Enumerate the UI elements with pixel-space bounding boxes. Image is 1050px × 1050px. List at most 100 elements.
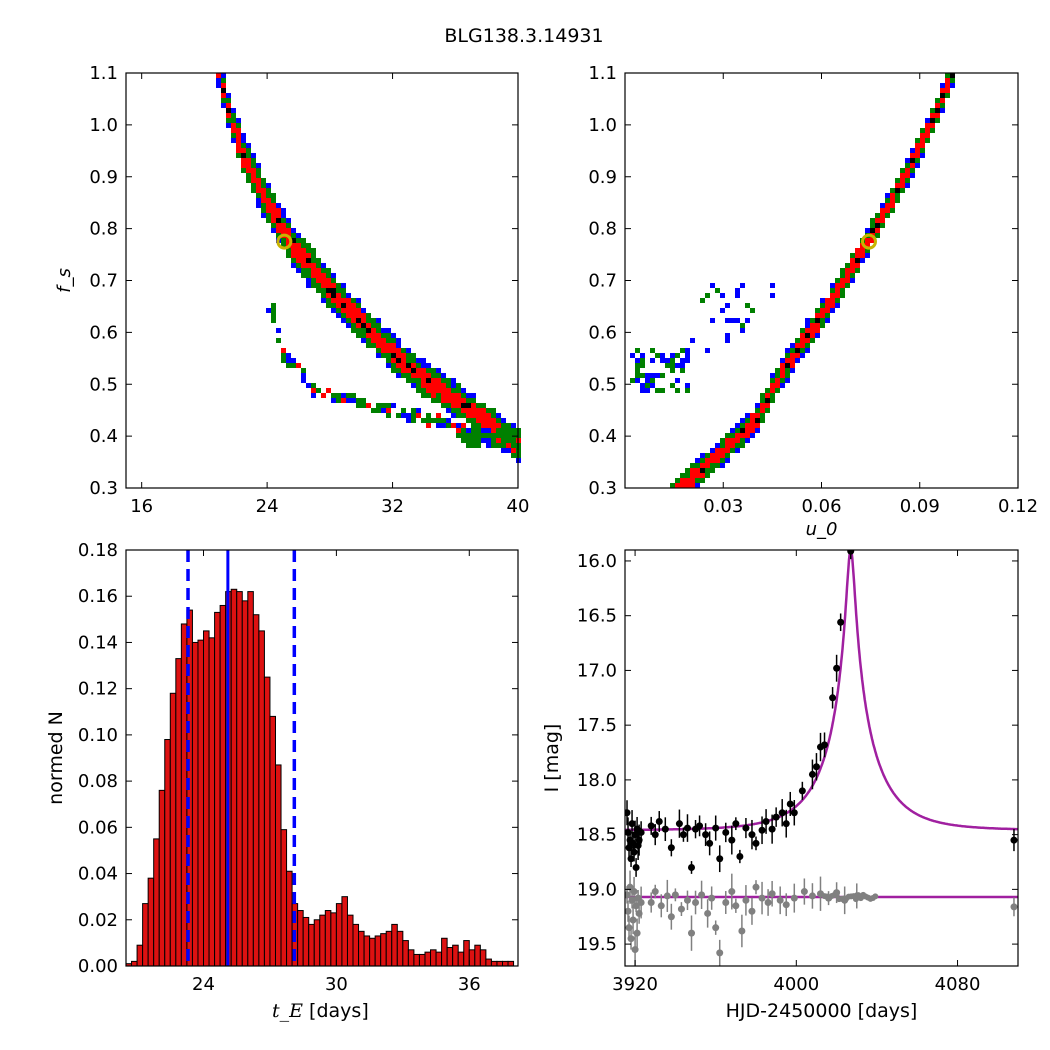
heatmap-cell xyxy=(401,348,406,353)
heatmap-cell xyxy=(815,328,820,333)
heatmap-cell xyxy=(276,203,281,208)
heatmap-cell xyxy=(860,253,865,258)
heatmap-cell xyxy=(226,118,231,123)
heatmap-cell xyxy=(266,198,271,203)
heatmap-cell xyxy=(231,108,236,113)
heatmap-cell xyxy=(805,348,810,353)
heatmap-cell xyxy=(760,393,765,398)
heatmap-cell xyxy=(366,313,371,318)
histogram-bar xyxy=(468,949,476,967)
heatmap-cell xyxy=(785,373,790,378)
heatmap-cell xyxy=(386,348,391,353)
heatmap-cell xyxy=(710,318,715,323)
heatmap-cell xyxy=(321,393,326,398)
y-tick-label: 0.7 xyxy=(89,271,118,292)
heatmap-cell xyxy=(386,363,391,368)
heatmap-cell xyxy=(301,373,306,378)
heatmap-cell xyxy=(396,338,401,343)
data-point xyxy=(768,825,776,833)
heatmap-cell xyxy=(865,243,870,248)
heatmap-cell xyxy=(441,398,446,403)
heatmap-cell xyxy=(496,438,501,443)
residual-point xyxy=(782,901,790,909)
panel-light-curve: 3920 4000 4080 16.0 16.5 17.0 17.5 18.0 18.5 19.0… xyxy=(541,549,1019,1022)
heatmap-cell xyxy=(720,453,725,458)
heatmap-cell xyxy=(875,218,880,223)
heatmap-cell xyxy=(296,268,301,273)
heatmap-cell xyxy=(910,153,915,158)
heatmap-cell xyxy=(281,358,286,363)
heatmap-cell xyxy=(750,413,755,418)
heatmap-cell xyxy=(401,353,406,358)
residual-point xyxy=(768,890,776,898)
heatmap-cell xyxy=(451,383,456,388)
x-tick-label: 30 xyxy=(325,974,348,995)
histogram-bar xyxy=(252,614,260,967)
heatmap-cell xyxy=(675,478,680,483)
histogram-bar xyxy=(418,953,426,967)
residual-point xyxy=(758,894,766,902)
heatmap-cell xyxy=(880,223,885,228)
heatmap-cell xyxy=(725,438,730,443)
heatmap-cell xyxy=(845,278,850,283)
heatmap-cell xyxy=(720,308,725,313)
heatmap-cell xyxy=(685,483,690,488)
heatmap-cell xyxy=(331,283,336,288)
heatmap-cell xyxy=(226,113,231,118)
heatmap-cell xyxy=(865,253,870,258)
heatmap-cell xyxy=(311,263,316,268)
heatmap-cell xyxy=(700,463,705,468)
heatmap-cell xyxy=(321,263,326,268)
heatmap-cell xyxy=(675,483,680,488)
heatmap-cell xyxy=(890,188,895,193)
heatmap-cell xyxy=(361,338,366,343)
heatmap-cell xyxy=(426,423,431,428)
heatmap-cell xyxy=(441,373,446,378)
y-tick-label: 1.0 xyxy=(588,115,617,136)
heatmap-cell xyxy=(436,418,441,423)
heatmap-cell xyxy=(271,198,276,203)
heatmap-cell xyxy=(650,378,655,383)
heatmap-cell xyxy=(940,88,945,93)
heatmap-cell xyxy=(311,258,316,263)
heatmap-cell xyxy=(431,373,436,378)
y-tick-label: 16.5 xyxy=(577,606,617,627)
data-point xyxy=(667,844,675,852)
heatmap-cell xyxy=(481,408,486,413)
heatmap-cell xyxy=(421,363,426,368)
heatmap-cell xyxy=(785,368,790,373)
heatmap-cell xyxy=(291,243,296,248)
y-tick-label: 0.4 xyxy=(588,426,617,447)
heatmap-cell xyxy=(935,103,940,108)
heatmap-cell xyxy=(336,303,341,308)
heatmap-cell xyxy=(326,278,331,283)
heatmap-cell xyxy=(925,138,930,143)
heatmap-cell xyxy=(720,293,725,298)
heatmap-cell xyxy=(431,368,436,373)
heatmap-cell xyxy=(930,108,935,113)
heatmap-cell xyxy=(695,458,700,463)
y-tick-label: 0.10 xyxy=(78,725,118,746)
heatmap-cell xyxy=(216,83,221,88)
heatmap-cell xyxy=(306,263,311,268)
heatmap-cell xyxy=(271,218,276,223)
histogram-bar xyxy=(352,923,360,967)
residual-point xyxy=(633,929,641,937)
heatmap-cell xyxy=(271,313,276,318)
heatmap-cell xyxy=(511,448,516,453)
heatmap-cell xyxy=(236,153,241,158)
heatmap-cell xyxy=(765,408,770,413)
heatmap-cell xyxy=(790,353,795,358)
heatmap-cell xyxy=(765,403,770,408)
heatmap-cell xyxy=(650,383,655,388)
heatmap-cell xyxy=(311,388,316,393)
x-axis-label-unit: [days] xyxy=(303,1000,369,1022)
data-point xyxy=(679,831,687,839)
heatmap-cell xyxy=(755,418,760,423)
panel-fs-vs-u0: 0.03 0.06 0.09 0.12 0.3 0.4 0.5 0.6 0.7 0.8 0.9 1.0… xyxy=(588,63,1038,540)
histogram-bar xyxy=(346,914,354,967)
heatmap-cell xyxy=(401,363,406,368)
histogram-bar xyxy=(153,838,160,967)
histogram-bar xyxy=(452,944,459,967)
heatmap-cell xyxy=(216,78,221,83)
